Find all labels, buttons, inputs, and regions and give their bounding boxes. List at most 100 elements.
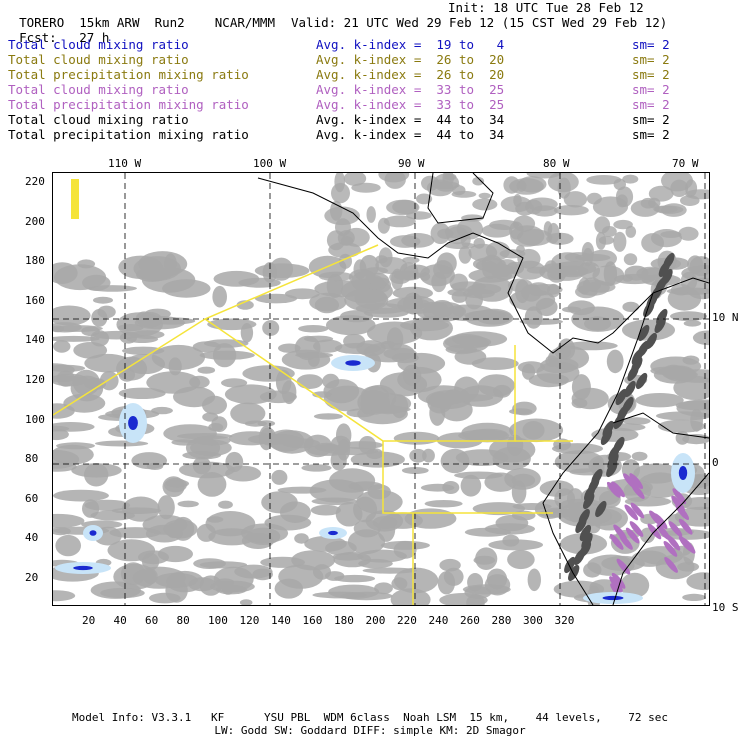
legend-sm-1: sm= 2 xyxy=(632,52,670,67)
cloud-cell xyxy=(238,277,281,288)
cloud-cell xyxy=(562,506,595,523)
legend-kindex-4: Avg. k-index = 33 to 25 xyxy=(316,97,505,112)
legend-sm-2: sm= 2 xyxy=(632,67,670,82)
cloud-cell xyxy=(358,558,393,569)
cloud-cell xyxy=(502,534,520,547)
cloud-cell xyxy=(304,536,347,552)
convective-cell xyxy=(595,500,607,518)
cloud-cell xyxy=(54,264,107,291)
cloud-cell xyxy=(53,305,91,326)
cloud-cell xyxy=(367,321,423,345)
cloud-cell xyxy=(322,373,340,389)
legend-kindex-1: Avg. k-index = 26 to 20 xyxy=(316,52,505,67)
run-label: Run2 xyxy=(154,15,185,30)
cloud-cell xyxy=(622,174,639,184)
cloud-cell xyxy=(130,330,165,339)
cloud-cell xyxy=(366,206,376,223)
cloud-cell xyxy=(337,230,355,246)
map-plot xyxy=(53,173,709,605)
cloud-cell xyxy=(439,558,461,572)
x-tick-label: 300 xyxy=(523,614,543,627)
cloud-cell xyxy=(446,226,469,245)
cloud-cell xyxy=(660,231,682,238)
cloud-cell xyxy=(199,350,255,360)
cloud-cell xyxy=(613,231,627,252)
cloud-cell xyxy=(329,468,376,493)
cloud-cell xyxy=(157,495,175,520)
cloud-cell xyxy=(374,582,393,595)
cloud-cell xyxy=(351,271,378,292)
cloud-cell xyxy=(527,568,541,592)
cloud-cell xyxy=(641,233,664,253)
cloud-cell xyxy=(670,311,707,322)
cloud-cell xyxy=(535,297,558,317)
precip-streak xyxy=(663,541,678,557)
cloud-cell xyxy=(185,437,221,459)
cloud-cell xyxy=(424,500,463,508)
cloud-cell xyxy=(313,339,343,353)
convective-cell xyxy=(568,564,580,582)
cloud-cell xyxy=(422,448,435,463)
cloud-cell xyxy=(311,497,358,506)
convective-cell xyxy=(661,268,673,286)
y-tick-label: 120 xyxy=(25,373,45,386)
cloud-cell xyxy=(670,283,692,296)
map-frame xyxy=(52,172,710,606)
coastline xyxy=(612,472,709,605)
precip-streak xyxy=(629,473,644,489)
cloud-cell xyxy=(393,270,422,281)
legend-field-3: Total cloud mixing ratio xyxy=(8,82,189,97)
cloud-cell xyxy=(392,199,419,215)
y-tick-label: 140 xyxy=(25,333,45,347)
cloud-cell xyxy=(554,450,604,474)
cloud-cell xyxy=(91,309,108,327)
convective-cell xyxy=(656,308,668,326)
cloud-cell xyxy=(202,395,227,415)
forecast-line: Fcst: 27 h xyxy=(4,15,109,45)
cloud-cell xyxy=(247,433,302,445)
cloud-cell xyxy=(212,285,227,308)
cloud-cell xyxy=(452,306,466,317)
yellow-boundary xyxy=(204,318,516,442)
cloud-cell xyxy=(536,361,580,384)
cloud-cell xyxy=(602,226,617,237)
cloud-cell xyxy=(95,440,149,447)
precip-streak xyxy=(653,513,668,530)
precip-streak xyxy=(629,521,644,537)
legend-field-5: Total cloud mixing ratio xyxy=(8,112,189,127)
org-label: NCAR/MMM xyxy=(214,15,275,30)
lon-label: 80 W xyxy=(543,157,570,170)
header-line-1: TORERO 15km ARW Run2 NCAR/MMM xyxy=(4,0,275,30)
legend-kindex-0: Avg. k-index = 19 to 4 xyxy=(316,37,505,52)
cloud-cell xyxy=(686,277,709,300)
x-tick-label: 160 xyxy=(302,614,323,627)
cloud-cell xyxy=(239,599,253,605)
cloud-cell xyxy=(344,288,389,312)
cloud-cell xyxy=(471,276,513,302)
cloud-cell xyxy=(539,480,574,497)
cloud-cell xyxy=(53,322,82,333)
cloud-cell xyxy=(84,499,131,511)
x-tick-label: 20 xyxy=(82,614,96,627)
cloud-cell xyxy=(330,200,343,221)
cloud-cell xyxy=(393,567,439,594)
convective-cell xyxy=(602,420,614,438)
cloud-cell xyxy=(442,481,460,494)
precip-streak xyxy=(668,521,683,537)
x-tick-label: 60 xyxy=(145,614,159,627)
cloud-cell xyxy=(686,572,709,591)
cloud-cell xyxy=(623,253,638,266)
cloud-cell xyxy=(53,403,75,419)
cloud-cell xyxy=(692,330,709,346)
cloud-cell xyxy=(332,552,364,561)
cloud-cell xyxy=(472,176,485,186)
cloud-cell xyxy=(507,549,535,570)
cloud-cell xyxy=(343,173,367,186)
cloud-cell xyxy=(683,320,702,327)
yellow-patch xyxy=(71,179,79,219)
x-tick-label: 120 xyxy=(239,614,260,627)
x-tick-label: 80 xyxy=(176,614,190,627)
cloud-cell xyxy=(654,205,684,214)
cloud-cell xyxy=(517,229,553,246)
cloud-cell xyxy=(296,374,323,389)
